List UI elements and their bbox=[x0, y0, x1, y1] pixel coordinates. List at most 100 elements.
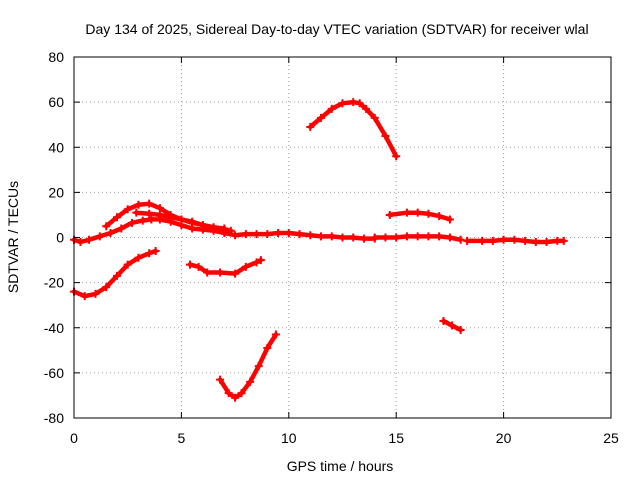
data-point bbox=[224, 389, 233, 398]
data-point bbox=[456, 326, 465, 335]
x-tick-label: 20 bbox=[496, 430, 512, 446]
data-point bbox=[252, 230, 261, 239]
data-point bbox=[231, 231, 240, 240]
data-point bbox=[80, 292, 89, 301]
data-point bbox=[155, 210, 164, 219]
data-point bbox=[338, 99, 347, 108]
series-line bbox=[308, 99, 399, 159]
data-point bbox=[263, 344, 272, 353]
data-point bbox=[327, 232, 336, 241]
x-tick-label: 25 bbox=[603, 430, 619, 446]
data-point bbox=[381, 131, 390, 140]
series-line bbox=[464, 237, 566, 245]
y-tick-label: 0 bbox=[56, 230, 64, 246]
series-line bbox=[71, 248, 158, 299]
y-tick-label: -80 bbox=[44, 410, 64, 426]
data-point bbox=[112, 271, 121, 280]
series-track-g bbox=[306, 98, 401, 161]
data-point bbox=[445, 233, 454, 242]
data-point bbox=[295, 230, 304, 239]
data-point bbox=[317, 232, 326, 241]
data-point bbox=[478, 236, 487, 245]
data-point bbox=[237, 389, 246, 398]
data-point bbox=[381, 233, 390, 242]
data-point bbox=[445, 215, 454, 224]
data-point bbox=[145, 249, 154, 258]
data-point bbox=[252, 258, 261, 267]
data-point bbox=[112, 213, 121, 222]
x-tick-label: 5 bbox=[178, 430, 186, 446]
data-point bbox=[123, 260, 132, 269]
y-axis-label: SDTVAR / TECUs bbox=[5, 181, 21, 293]
data-point bbox=[392, 152, 401, 161]
data-point bbox=[402, 208, 411, 217]
data-point bbox=[521, 236, 530, 245]
series-track-i bbox=[385, 208, 454, 224]
x-tick-label: 0 bbox=[70, 430, 78, 446]
data-point bbox=[385, 210, 394, 219]
data-point bbox=[220, 224, 229, 233]
data-point bbox=[263, 230, 272, 239]
data-point bbox=[370, 233, 379, 242]
data-point bbox=[531, 238, 540, 247]
data-point bbox=[134, 253, 143, 262]
data-point bbox=[542, 238, 551, 247]
data-point bbox=[216, 375, 225, 384]
data-point bbox=[510, 235, 519, 244]
data-point bbox=[209, 223, 218, 232]
data-point bbox=[123, 205, 132, 214]
data-point bbox=[102, 283, 111, 292]
series-track-e bbox=[185, 256, 265, 278]
data-point bbox=[151, 247, 160, 256]
series-track-d bbox=[70, 247, 160, 301]
series-track-k bbox=[463, 235, 568, 247]
data-point bbox=[117, 224, 126, 233]
data-point bbox=[488, 236, 497, 245]
axis-ticks: 0 5 10 15 20 25 -80 -60 -40 -20 0 20 40 60 80 bbox=[44, 49, 619, 446]
data-point bbox=[435, 212, 444, 221]
x-tick-label: 15 bbox=[388, 430, 404, 446]
data-point bbox=[284, 228, 293, 237]
data-point bbox=[355, 99, 364, 108]
data-point bbox=[226, 226, 235, 235]
data-point bbox=[102, 222, 111, 231]
data-series bbox=[70, 98, 568, 402]
data-point bbox=[127, 218, 136, 227]
data-point bbox=[138, 216, 147, 225]
data-point bbox=[448, 321, 457, 330]
data-point bbox=[274, 228, 283, 237]
y-tick-label: 20 bbox=[48, 184, 64, 200]
data-point bbox=[317, 113, 326, 122]
data-point bbox=[306, 231, 315, 240]
y-tick-label: -40 bbox=[44, 320, 64, 336]
series-track-f bbox=[216, 330, 280, 402]
x-axis-label: GPS time / hours bbox=[287, 458, 394, 474]
data-point bbox=[413, 232, 422, 241]
data-point bbox=[166, 213, 175, 222]
x-tick-label: 10 bbox=[281, 430, 297, 446]
data-point bbox=[435, 232, 444, 241]
data-point bbox=[132, 208, 141, 217]
data-point bbox=[254, 362, 263, 371]
series-track-h bbox=[370, 232, 465, 244]
data-point bbox=[134, 200, 143, 209]
data-point bbox=[91, 289, 100, 298]
data-point bbox=[439, 316, 448, 325]
data-point bbox=[76, 238, 85, 247]
data-point bbox=[231, 393, 240, 402]
data-point bbox=[155, 204, 164, 213]
data-point bbox=[256, 256, 265, 265]
data-point bbox=[456, 235, 465, 244]
y-tick-label: 40 bbox=[48, 139, 64, 155]
series-track-j bbox=[439, 316, 465, 335]
data-point bbox=[85, 235, 94, 244]
data-point bbox=[413, 208, 422, 217]
data-point bbox=[188, 217, 197, 226]
data-point bbox=[338, 233, 347, 242]
data-point bbox=[185, 260, 194, 269]
data-point bbox=[147, 215, 156, 224]
data-point bbox=[499, 235, 508, 244]
data-point bbox=[241, 262, 250, 271]
series-line bbox=[217, 332, 279, 400]
data-point bbox=[271, 330, 280, 339]
